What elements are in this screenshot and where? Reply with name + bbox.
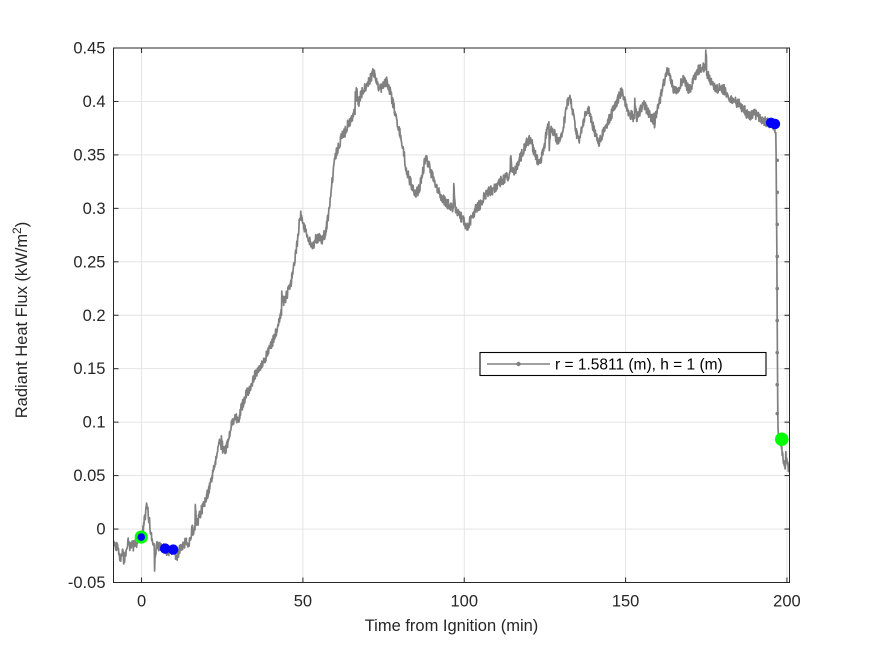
x-tick-label: 200 xyxy=(773,593,801,611)
x-tick-label: 50 xyxy=(294,593,312,611)
legend: r = 1.5811 (m), h = 1 (m) xyxy=(479,351,767,377)
series-point-dot xyxy=(775,350,780,355)
early-min-marker-2 xyxy=(167,544,179,555)
legend-label: r = 1.5811 (m), h = 1 (m) xyxy=(555,357,723,374)
series-point-dot xyxy=(775,411,780,416)
series-point-dot xyxy=(775,254,780,259)
y-tick-label: 0 xyxy=(96,521,105,539)
x-axis-label: Time from Ignition (min) xyxy=(365,617,539,635)
series-point-dot xyxy=(775,382,780,387)
x-tick-label: 100 xyxy=(450,593,478,611)
y-tick-label: 0.25 xyxy=(73,253,105,271)
y-tick-label: 0.05 xyxy=(73,467,105,485)
y-tick-label: 0.35 xyxy=(73,146,105,164)
series-group xyxy=(113,49,790,572)
early-min-marker-1 xyxy=(159,543,171,554)
series-point-dot xyxy=(775,286,780,291)
peak-end-marker-2 xyxy=(769,118,781,130)
series-point-dot xyxy=(775,158,780,163)
y-axis-label: Radiant Heat Flux (kW/m2) xyxy=(10,222,31,418)
y-tick-label: 0.2 xyxy=(83,307,106,325)
series-line xyxy=(113,49,790,572)
series-point-dot xyxy=(775,318,780,323)
y-tick-label: 0.3 xyxy=(83,200,106,218)
legend-marker-sample xyxy=(516,361,521,367)
y-tick-label: 0.1 xyxy=(83,414,106,432)
x-tick-label: 0 xyxy=(137,593,146,611)
y-tick-label: 0.15 xyxy=(73,360,105,378)
series-point-dot xyxy=(775,190,780,195)
axes xyxy=(113,47,790,583)
y-tick-label: 0.45 xyxy=(73,40,105,58)
y-tick-label: -0.05 xyxy=(68,574,106,592)
y-tick-label: 0.4 xyxy=(83,93,106,111)
series-point-dot xyxy=(775,222,780,227)
x-tick-label: 150 xyxy=(612,593,640,611)
post-drop-marker xyxy=(774,432,789,447)
legend-box xyxy=(479,351,767,377)
ignition-marker xyxy=(134,530,148,544)
